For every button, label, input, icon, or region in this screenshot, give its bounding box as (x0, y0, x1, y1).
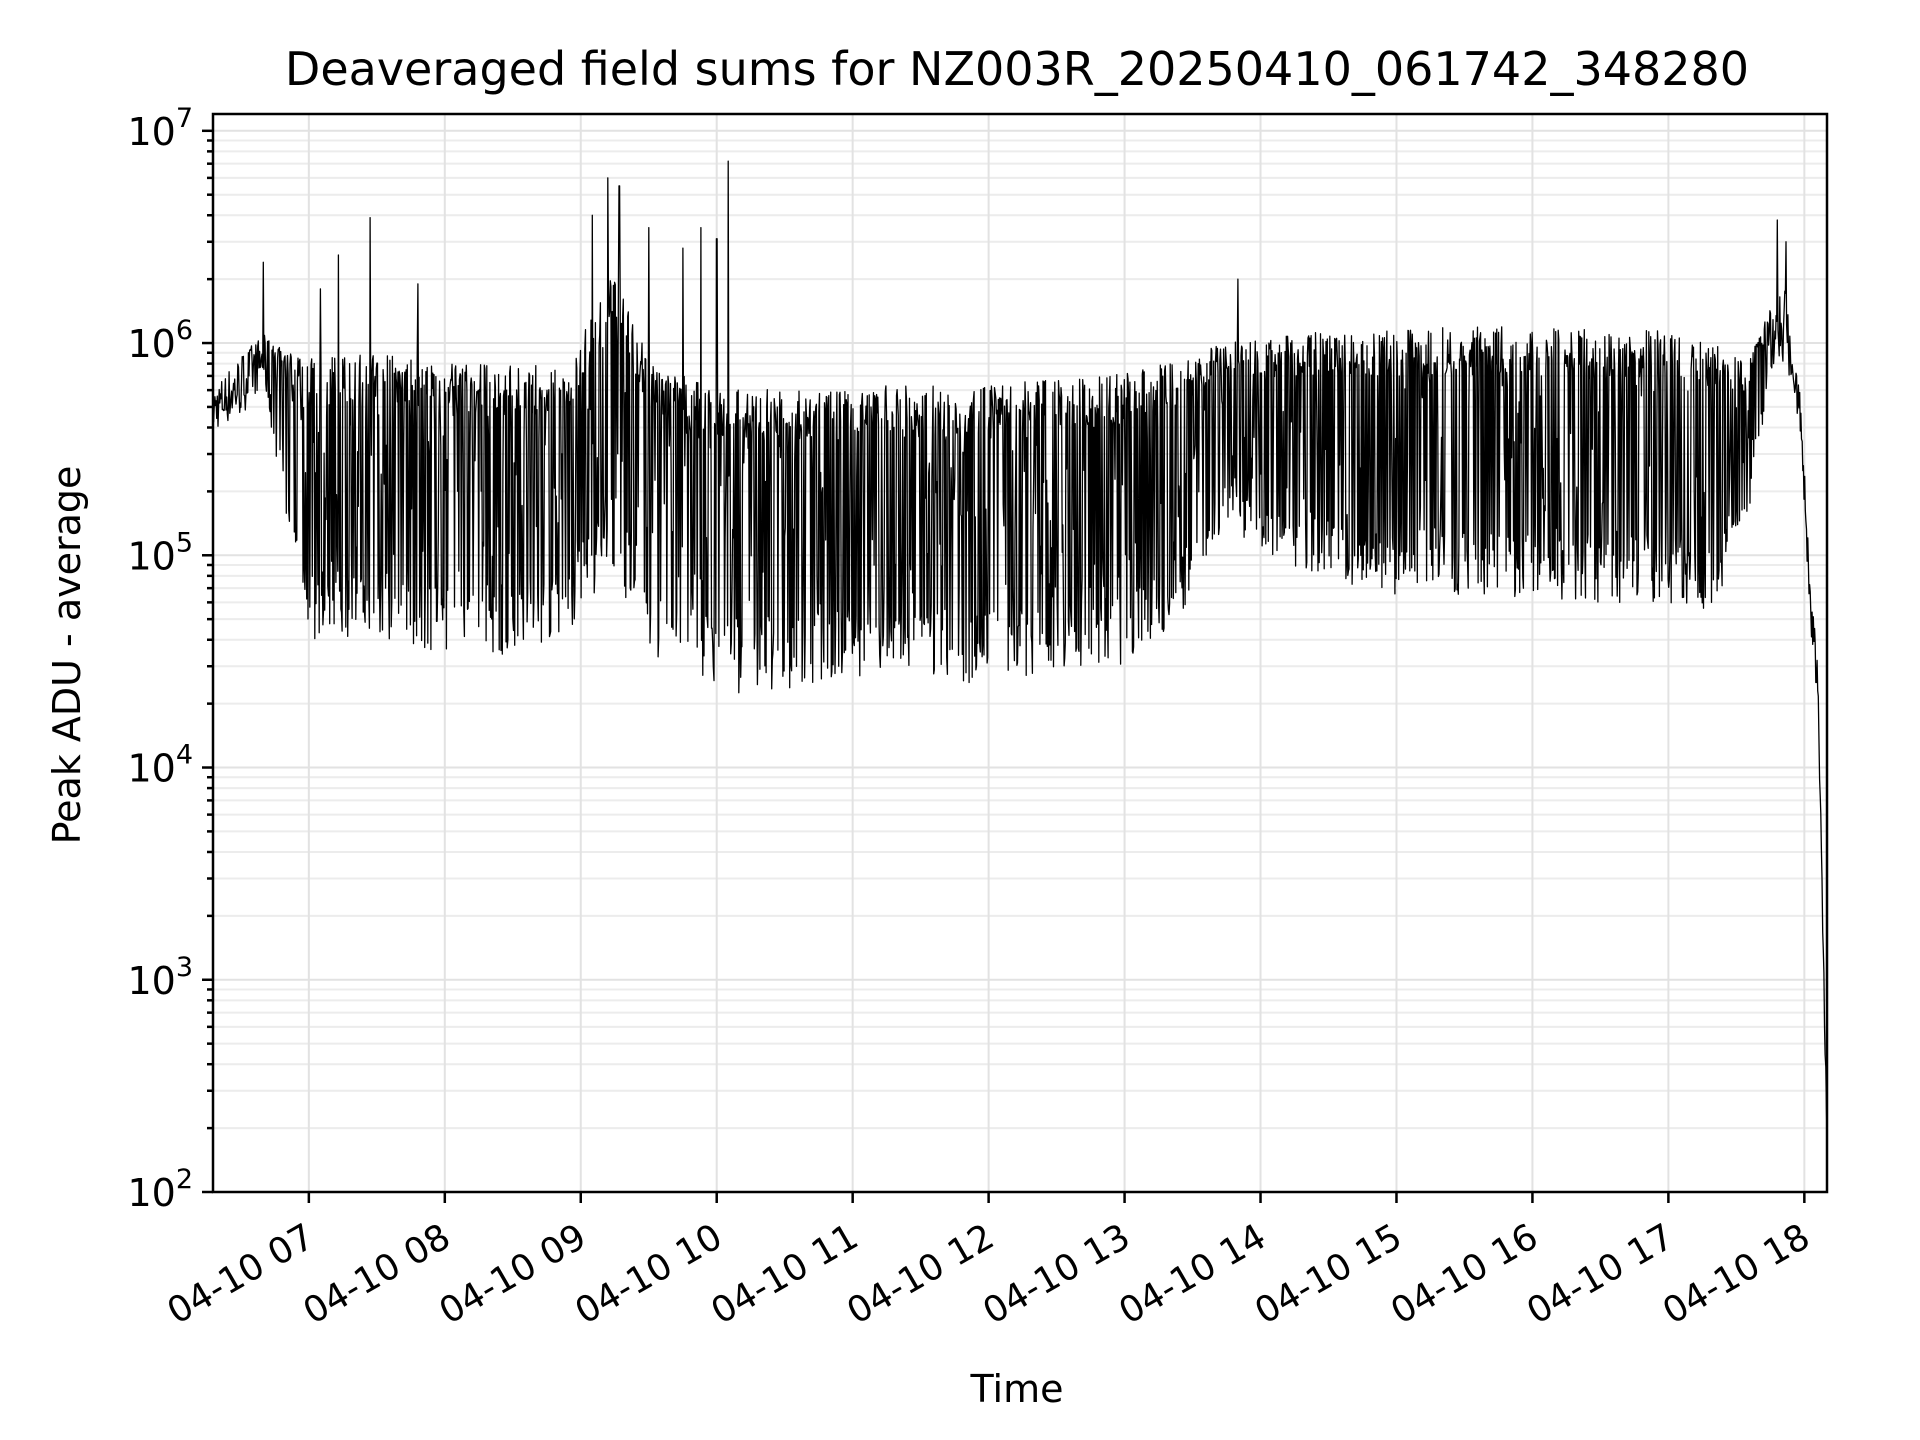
axis-ticks (202, 129, 1806, 1203)
x-tick-label: 04-10 11 (704, 1216, 865, 1332)
x-tick-label: 04-10 10 (569, 1216, 730, 1332)
x-tick-label: 04-10 12 (840, 1216, 1001, 1332)
series-line (212, 160, 1828, 1136)
chart-title: Deaveraged field sums for NZ003R_2025041… (285, 42, 1749, 96)
x-axis-label: Time (970, 1367, 1064, 1411)
x-tick-label: 04-10 14 (1112, 1216, 1273, 1332)
y-tick-label: 104 (127, 740, 193, 791)
x-tick-label: 04-10 09 (433, 1216, 594, 1332)
x-tick-label: 04-10 15 (1248, 1216, 1409, 1332)
y-axis-label: Peak ADU - average (45, 466, 89, 845)
y-tick-label: 102 (127, 1164, 193, 1215)
x-tick-label: 04-10 08 (297, 1216, 458, 1332)
y-tick-label: 105 (127, 527, 193, 578)
y-tick-label: 103 (127, 952, 193, 1003)
x-tick-label: 04-10 18 (1656, 1216, 1817, 1332)
x-tick-label: 04-10 17 (1520, 1216, 1681, 1332)
x-tick-label: 04-10 07 (161, 1216, 322, 1332)
x-tick-label: 04-10 16 (1384, 1216, 1545, 1332)
data-series (212, 160, 1828, 1136)
plot-frame (211, 112, 1829, 1194)
y-tick-label: 106 (127, 315, 193, 366)
y-tick-label: 107 (127, 103, 193, 154)
grid-lines (213, 114, 1827, 1193)
x-tick-label: 04-10 13 (976, 1216, 1137, 1332)
